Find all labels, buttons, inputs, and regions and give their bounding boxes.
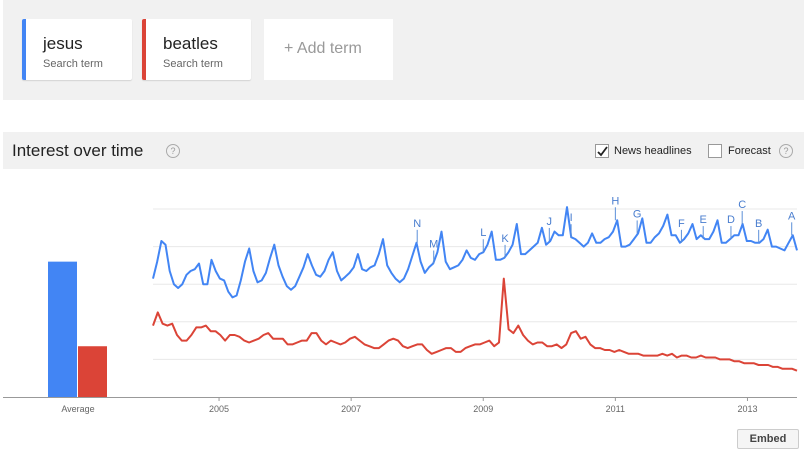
section-title: Interest over time [12, 141, 144, 160]
x-tick-label: 2013 [737, 404, 757, 414]
annotation-label-h: H [611, 195, 619, 207]
annotation-label-j: J [547, 216, 553, 228]
annotation-label-i: I [570, 212, 573, 224]
annotation-label-a: A [788, 210, 796, 222]
annotation-label-e: E [700, 214, 707, 226]
annotation-label-d: D [727, 214, 735, 226]
help-icon[interactable]: ? [166, 144, 180, 158]
annotation-label-g: G [633, 208, 642, 220]
annotation-label-f: F [678, 218, 685, 230]
checkmark-icon [597, 146, 608, 157]
annotation-label-k: K [501, 233, 509, 245]
term-color-stripe [22, 19, 26, 80]
forecast-checkbox[interactable] [708, 144, 722, 158]
term-type-label: Search term [163, 58, 223, 70]
average-bar-beatles [78, 346, 107, 397]
forecast-label: Forecast [728, 145, 771, 157]
add-term-label: + Add term [284, 40, 362, 57]
term-type-label: Search term [43, 58, 103, 70]
x-tick-label: 2007 [341, 404, 361, 414]
embed-button[interactable]: Embed [737, 429, 799, 449]
term-name: jesus [43, 34, 83, 53]
term-name: beatles [163, 34, 218, 53]
term-card-jesus[interactable]: jesus Search term [22, 19, 132, 80]
news-headlines-label: News headlines [614, 145, 692, 157]
add-term-button[interactable]: + Add term [264, 19, 393, 80]
average-label: Average [61, 404, 94, 414]
x-tick-label: 2009 [473, 404, 493, 414]
term-card-beatles[interactable]: beatles Search term [142, 19, 251, 80]
average-bars: Average [48, 261, 107, 414]
average-bar-jesus [48, 261, 77, 397]
help-icon[interactable]: ? [779, 144, 793, 158]
search-terms-bar: jesus Search term beatles Search term + … [3, 0, 804, 100]
annotation-label-m: M [429, 239, 438, 251]
news-headlines-checkbox[interactable] [595, 144, 609, 158]
x-tick-label: 2005 [209, 404, 229, 414]
term-color-stripe [142, 19, 146, 80]
series-lines [152, 206, 798, 372]
x-axis: 2005 2007 2009 2011 2013 [209, 397, 757, 414]
annotation-label-n: N [413, 218, 421, 230]
series-line-beatles [152, 277, 798, 372]
series-line-jesus [152, 206, 798, 299]
annotation-label-b: B [755, 218, 762, 230]
chart-header: Interest over time ? News headlines Fore… [3, 132, 804, 169]
news-annotations: NM L K J I H G F E DCB A [413, 195, 796, 264]
chart-grid [3, 208, 797, 398]
annotation-label-l: L [480, 227, 486, 239]
x-tick-label: 2011 [606, 404, 625, 414]
annotation-label-c: C [738, 199, 746, 211]
